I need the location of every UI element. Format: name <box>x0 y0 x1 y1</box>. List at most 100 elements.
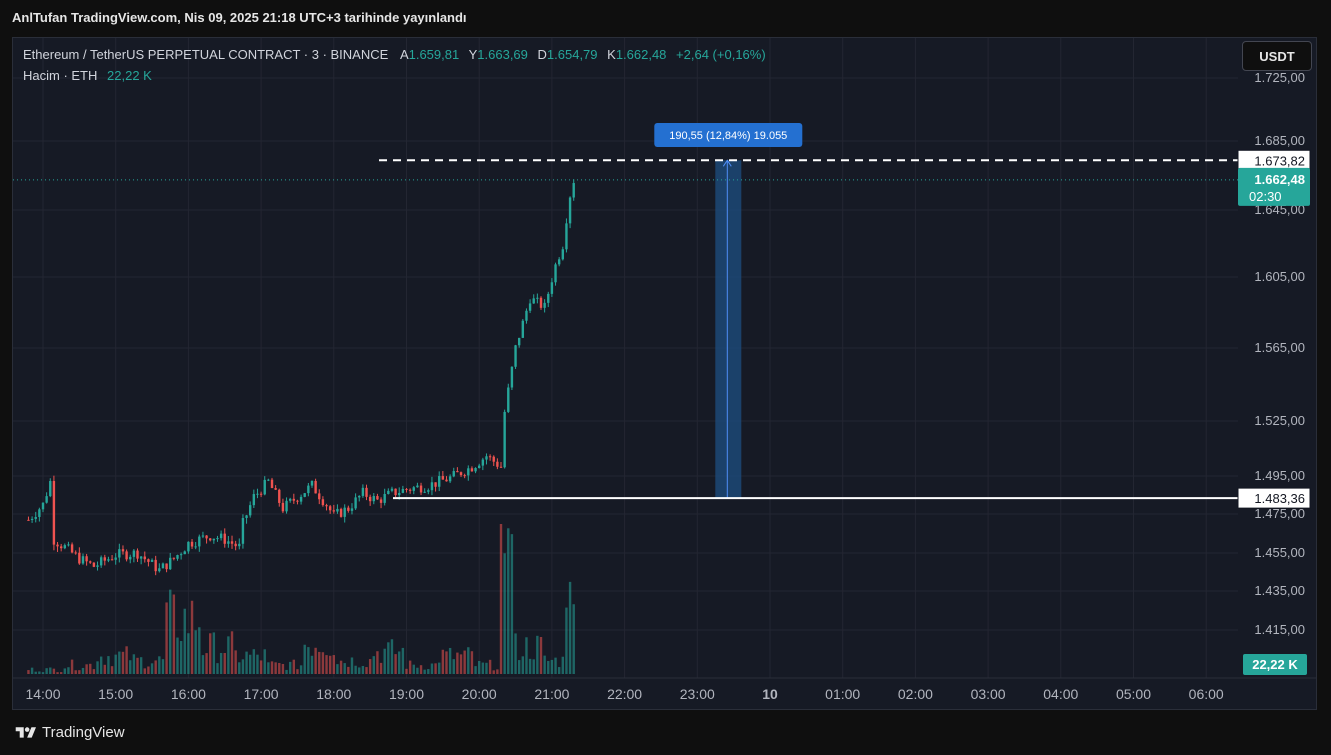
volume-bar <box>503 553 506 674</box>
tradingview-logo-icon <box>15 726 36 738</box>
candle-body <box>285 500 288 512</box>
volume-bar <box>132 654 136 674</box>
volume-bar <box>445 651 448 674</box>
candle-body <box>394 488 397 496</box>
candle-body <box>194 546 197 548</box>
volume-bar <box>376 651 379 674</box>
volume-bar <box>336 664 339 674</box>
candle-body <box>379 499 383 503</box>
footer-brand: TradingView <box>14 724 125 741</box>
candle-body <box>514 345 517 367</box>
low-price-badge: 1.483,36 <box>1254 491 1305 506</box>
candle-body <box>347 507 350 511</box>
volume-bar <box>467 647 470 674</box>
candle-body <box>292 498 296 501</box>
candle-body <box>496 461 499 467</box>
volume-bar <box>499 524 503 674</box>
candle-body <box>441 476 445 480</box>
volume-bar <box>209 633 212 674</box>
candle-body <box>270 479 274 489</box>
chart-grid <box>13 38 1238 678</box>
candle-body <box>158 568 161 572</box>
last-price-badge-bg <box>1238 167 1310 206</box>
candle-body <box>510 366 514 388</box>
volume-bar <box>350 657 354 674</box>
legend-volume-label[interactable]: Hacim · ETH <box>23 68 98 83</box>
candle-body <box>63 545 67 549</box>
legend-close-label: K <box>607 47 616 62</box>
volume-bar <box>568 581 572 674</box>
volume-bar <box>219 652 223 674</box>
volume-bar <box>183 608 186 674</box>
legend-high-value: 1.663,69 <box>477 47 528 62</box>
high-price-badge: 1.673,82 <box>1254 153 1305 168</box>
candle-body <box>45 496 48 503</box>
volume-bar <box>92 669 96 674</box>
candle-body <box>401 488 405 493</box>
chart-panel[interactable]: 1.725,00 1.685,00 1.645,00 1.605,00 1.565,00… <box>12 37 1317 710</box>
legend-high-label: Y <box>468 47 478 62</box>
candle-body <box>96 565 99 567</box>
volume-bar <box>67 667 70 674</box>
volume-bar <box>314 647 317 674</box>
candle-body <box>416 485 419 488</box>
candle-body <box>30 518 34 520</box>
candle-body <box>343 507 346 517</box>
candle-body <box>568 197 572 224</box>
volume-bar <box>103 664 106 674</box>
candles-group <box>27 179 575 576</box>
volume-bar <box>358 667 361 674</box>
legend-low-value: 1.654,79 <box>546 47 598 62</box>
candle-body <box>238 543 241 547</box>
x-tick-label: 01:00 <box>825 686 860 702</box>
candle-body <box>456 471 459 473</box>
footer-brand-label: TradingView <box>42 724 125 741</box>
volume-bar <box>478 660 481 674</box>
candle-body <box>503 411 506 468</box>
legend-open-label: A <box>399 47 409 62</box>
candle-body <box>361 487 365 496</box>
legend-symbol[interactable]: Ethereum / TetherUS PERPETUAL CONTRACT ·… <box>23 47 389 62</box>
volume-bar <box>38 671 41 674</box>
volume-bar <box>299 665 303 674</box>
volume-bar <box>427 669 430 674</box>
candle-body <box>565 223 568 250</box>
legend-volume-value: 22,22 K <box>107 68 152 83</box>
candle-body <box>430 482 434 491</box>
candle-body <box>99 557 103 566</box>
y-tick-label: 1.495,00 <box>1254 468 1305 483</box>
volume-bar <box>525 637 528 674</box>
volume-bar <box>118 651 121 674</box>
candle-body <box>554 264 557 283</box>
x-tick-label: 02:00 <box>898 686 933 702</box>
currency-button[interactable]: USDT <box>1242 41 1312 71</box>
measure-box <box>715 160 742 499</box>
volume-bar <box>539 637 543 674</box>
volume-bar <box>401 647 405 674</box>
volume-bar <box>321 652 325 674</box>
y-tick-label: 1.525,00 <box>1254 413 1305 428</box>
volume-bar <box>528 658 532 674</box>
volume-bar <box>343 663 346 674</box>
candle-body <box>67 544 70 546</box>
volume-bar <box>49 667 52 674</box>
volume-bar <box>303 644 306 674</box>
volume-bar <box>172 594 176 674</box>
volume-bar <box>561 656 565 674</box>
candle-body <box>263 479 266 495</box>
volume-bar <box>74 670 77 674</box>
volume-bar <box>398 651 401 674</box>
candle-body <box>169 557 172 570</box>
volume-bar <box>354 665 357 674</box>
candle-body <box>354 497 357 509</box>
candle-body <box>59 546 63 549</box>
candle-body <box>547 293 550 303</box>
volume-badge-bg <box>1243 654 1307 675</box>
volume-bar <box>310 655 314 674</box>
volume-bar <box>267 662 270 674</box>
measure-arrow-head <box>722 159 732 167</box>
candle-body <box>114 557 117 560</box>
volume-bar <box>387 642 390 674</box>
price-chart[interactable]: 1.725,001.685,001.645,001.605,001.565,00… <box>13 38 1317 710</box>
volume-group <box>27 524 575 674</box>
